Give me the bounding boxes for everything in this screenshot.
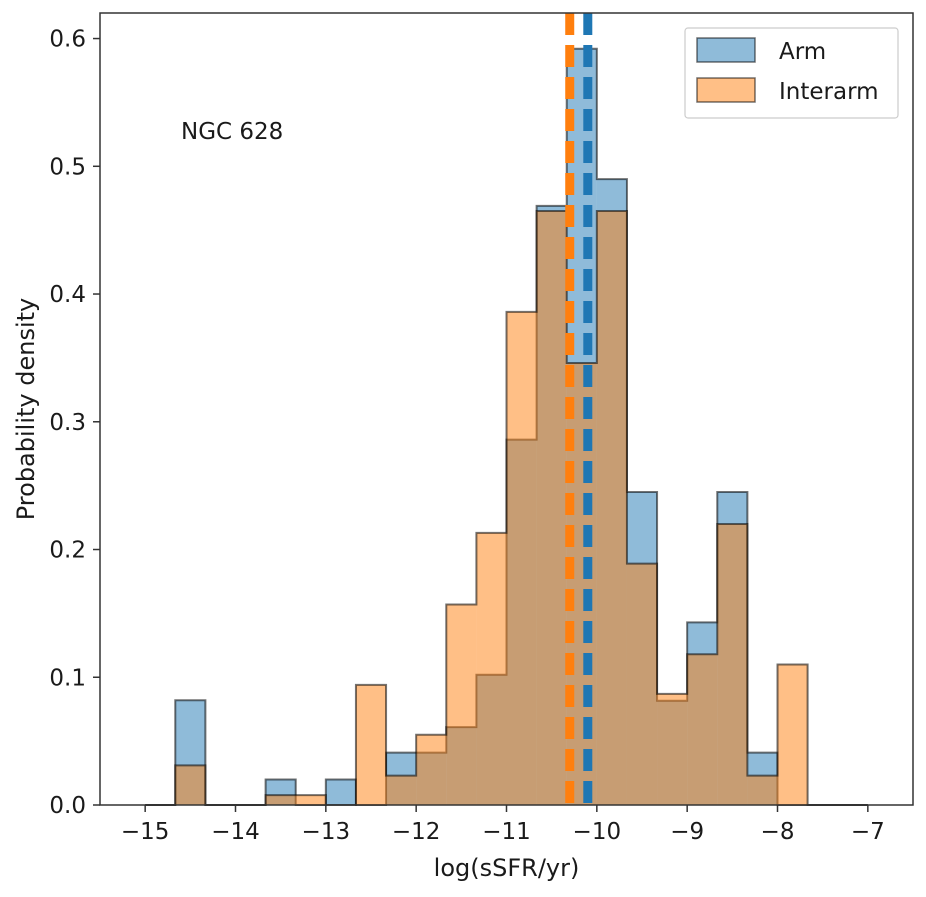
interarm-bar: [536, 211, 567, 805]
x-axis-ticks: −15 −14 −13 −12 −11 −10 −9 −8 −7: [121, 805, 885, 845]
x-axis-label: log(sSFR/yr): [434, 854, 580, 882]
legend-label-arm: Arm: [779, 39, 826, 65]
x-tick-label: −9: [670, 819, 704, 845]
interarm-bar: [386, 775, 417, 805]
legend: Arm Interarm: [684, 27, 899, 119]
interarm-bar: [717, 523, 748, 805]
y-tick-label: 0.4: [49, 282, 86, 308]
y-tick-label: 0.5: [49, 154, 86, 180]
interarm-bar: [476, 532, 507, 805]
interarm-bars: [145, 210, 868, 806]
interarm-bar: [295, 795, 326, 805]
interarm-bar: [626, 563, 658, 805]
y-tick-label: 0.0: [49, 793, 86, 819]
y-tick-label: 0.3: [49, 410, 86, 436]
interarm-bar: [777, 664, 808, 805]
galaxy-annotation: NGC 628: [181, 119, 283, 145]
legend-swatch-arm: [696, 37, 756, 63]
median-lines: [565, 13, 593, 805]
x-tick-label: −10: [573, 819, 622, 845]
y-tick-label: 0.2: [49, 538, 86, 564]
y-axis-ticks: 0.0 0.1 0.2 0.3 0.4 0.5 0.6: [49, 27, 100, 819]
interarm-bar: [506, 311, 537, 805]
interarm-bar: [175, 765, 206, 805]
interarm-bar: [596, 211, 627, 805]
x-tick-label: −11: [482, 819, 531, 845]
legend-swatch-interarm: [696, 77, 756, 103]
y-tick-label: 0.6: [49, 27, 86, 53]
x-tick-label: −14: [211, 819, 260, 845]
interarm-bar: [687, 654, 718, 805]
x-tick-label: −12: [392, 819, 441, 845]
interarm-bar: [416, 734, 447, 805]
interarm-bar: [265, 795, 296, 805]
interarm-outline: [145, 210, 868, 806]
x-tick-label: −8: [761, 819, 795, 845]
y-axis-label: Probability density: [12, 298, 40, 521]
interarm-bar: [355, 684, 387, 805]
x-tick-label: −13: [302, 819, 351, 845]
y-tick-label: 0.1: [49, 665, 86, 691]
interarm-bar: [747, 775, 778, 805]
x-tick-label: −7: [851, 819, 885, 845]
arm-bar: [325, 779, 356, 805]
legend-label-interarm: Interarm: [779, 79, 879, 105]
x-tick-label: −15: [121, 819, 170, 845]
interarm-bar: [657, 693, 688, 805]
interarm-bar: [446, 604, 477, 805]
